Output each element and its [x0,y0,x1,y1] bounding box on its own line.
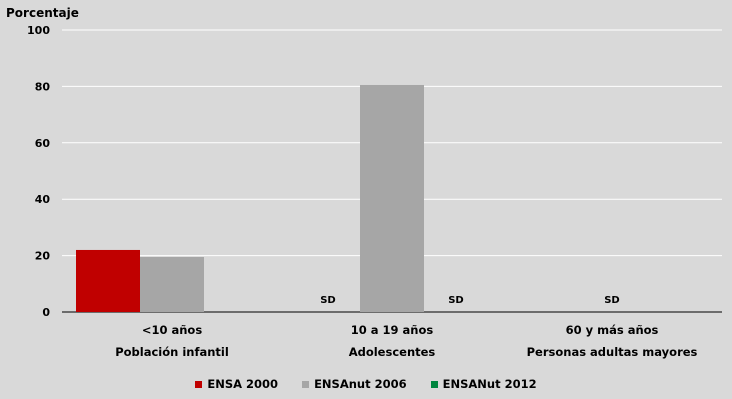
x-tick-label: 60 y más años [566,323,659,337]
sd-annotation: SD [320,295,336,306]
y-tick-label: 40 [35,193,51,206]
legend-label: ENSANut 2012 [442,377,537,391]
y-tick-label: 0 [42,306,50,319]
y-tick-label: 20 [35,250,51,263]
bar [140,257,204,312]
legend-swatch [195,380,203,388]
y-axis-label: Porcentaje [6,6,79,20]
bar [76,249,140,312]
x-tick-sublabel: Personas adultas mayores [527,345,698,359]
x-tick-label: 10 a 19 años [351,323,434,337]
legend-label: ENSA 2000 [207,377,279,391]
y-tick-label: 80 [35,80,51,93]
legend-label: ENSAnut 2006 [314,377,407,391]
legend-item: ENSA 2000 [195,377,278,391]
legend-swatch [302,380,310,388]
y-tick-label: 100 [27,24,50,37]
legend-swatch [430,380,438,388]
legend-item: ENSANut 2012 [430,377,537,391]
y-tick-label: 60 [35,137,51,150]
x-tick-sublabel: Población infantil [115,345,229,359]
bar [360,84,424,313]
legend-item: ENSAnut 2006 [302,377,407,391]
legend: ENSA 2000 ENSAnut 2006 ENSANut 2012 [0,377,732,391]
sd-annotation: SD [448,295,464,306]
sd-annotation: SD [604,295,620,306]
x-tick-label: <10 años [142,323,202,337]
x-tick-sublabel: Adolescentes [349,345,436,359]
